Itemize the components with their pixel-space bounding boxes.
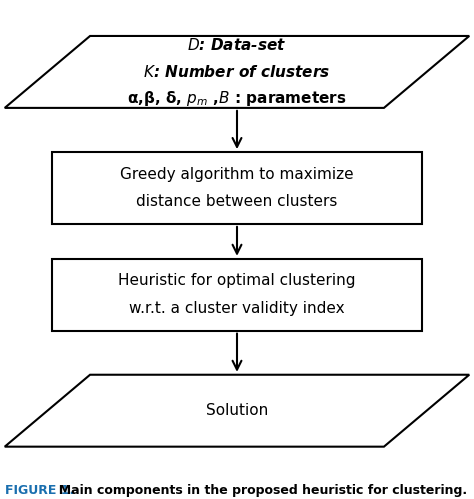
Text: Heuristic for optimal clustering: Heuristic for optimal clustering (118, 273, 356, 288)
Text: Greedy algorithm to maximize: Greedy algorithm to maximize (120, 167, 354, 182)
Polygon shape (5, 36, 469, 108)
Text: w.r.t. a cluster validity index: w.r.t. a cluster validity index (129, 301, 345, 316)
Text: distance between clusters: distance between clusters (137, 195, 337, 210)
Text: FIGURE 1.: FIGURE 1. (5, 484, 74, 497)
Text: Main components in the proposed heuristic for clustering.: Main components in the proposed heuristi… (50, 484, 467, 497)
Bar (52, 152, 422, 224)
Polygon shape (5, 375, 469, 447)
Text: $\mathit{D}$: Data-set: $\mathit{D}$: Data-set (187, 37, 287, 53)
Text: $\mathit{K}$: Number of clusters: $\mathit{K}$: Number of clusters (143, 64, 331, 80)
Bar (52, 258, 422, 331)
Text: $\mathbf{\alpha}$,$\mathbf{\beta}$, $\mathbf{\delta}$, $\mathbf{\mathit{p}}_{\ma: $\mathbf{\alpha}$,$\mathbf{\beta}$, $\ma… (127, 89, 347, 108)
Text: Solution: Solution (206, 403, 268, 418)
